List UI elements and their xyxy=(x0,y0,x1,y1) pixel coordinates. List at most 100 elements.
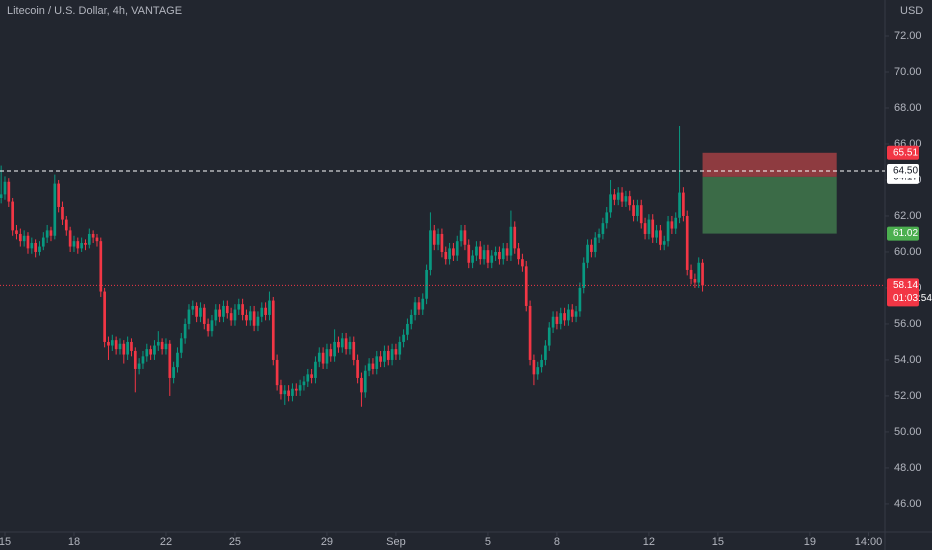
candle-body xyxy=(76,241,80,249)
candle-body xyxy=(64,219,68,231)
candle-body xyxy=(601,223,605,234)
candle-body xyxy=(133,350,137,369)
candle-body xyxy=(99,241,103,292)
candle-body xyxy=(609,194,612,213)
candle-body xyxy=(202,307,206,324)
candle-body xyxy=(195,305,198,317)
candle-body xyxy=(130,341,133,351)
x-tick-label: 29 xyxy=(321,536,333,548)
candle-body xyxy=(555,316,559,324)
candle-body xyxy=(682,192,685,216)
candle-body xyxy=(616,192,620,200)
candle-body xyxy=(114,340,118,350)
candle-body xyxy=(61,206,64,220)
candle-body xyxy=(87,233,91,245)
candle-body xyxy=(386,350,390,360)
countdown-label: 01:03:54 xyxy=(893,293,932,304)
candle-body xyxy=(643,223,647,234)
candle-body xyxy=(570,309,574,317)
candle-body xyxy=(183,323,187,339)
candle-body xyxy=(287,390,290,396)
currency-label: USD xyxy=(900,5,923,17)
candle-body xyxy=(275,359,279,386)
candle-body xyxy=(586,244,589,263)
candle-body xyxy=(218,309,221,317)
candle-body xyxy=(210,320,214,332)
candle-body xyxy=(95,237,99,242)
candle-body xyxy=(544,345,547,360)
x-tick-label: 14:00 xyxy=(855,536,883,548)
candle-body xyxy=(559,313,563,324)
candle-body xyxy=(252,311,256,326)
candle-body xyxy=(421,298,425,310)
candle-body xyxy=(302,381,306,386)
candle-body xyxy=(482,250,486,260)
candle-body xyxy=(390,349,394,360)
x-tick-label: 12 xyxy=(643,536,655,548)
candle-body xyxy=(348,341,352,350)
candle-body xyxy=(321,352,325,364)
stop-zone xyxy=(702,152,837,177)
candle-body xyxy=(337,341,340,348)
x-tick-label: 15 xyxy=(712,536,724,548)
candle-body xyxy=(229,313,233,321)
candle-body xyxy=(38,246,41,252)
candle-body xyxy=(379,356,382,362)
candle-body xyxy=(578,287,582,312)
candle-body xyxy=(563,313,566,321)
candle-body xyxy=(126,341,129,355)
candle-body xyxy=(444,251,448,260)
candle-body xyxy=(582,262,586,288)
candle-body xyxy=(448,248,451,260)
target-zone xyxy=(702,176,837,234)
candle-body xyxy=(283,390,287,395)
candle-body xyxy=(168,343,172,378)
candle-body xyxy=(57,183,60,207)
candle-body xyxy=(344,338,348,350)
candle-body xyxy=(291,388,294,396)
candle-body xyxy=(11,201,14,231)
candle-body xyxy=(413,302,417,315)
price-label-box xyxy=(887,145,919,160)
candle-body xyxy=(176,352,179,368)
candle-body xyxy=(310,374,313,378)
candle-body xyxy=(145,349,149,357)
candle-body xyxy=(191,305,195,310)
y-tick-label: 68.00 xyxy=(894,102,922,114)
y-tick-label: 62.00 xyxy=(894,210,922,222)
candle-body xyxy=(340,338,344,348)
y-tick-label: 54.00 xyxy=(894,354,922,366)
candle-body xyxy=(84,242,87,245)
candle-body xyxy=(110,340,114,346)
candle-body xyxy=(7,181,11,202)
candle-body xyxy=(701,262,704,286)
candle-body xyxy=(574,311,578,317)
chart-title: Litecoin / U.S. Dollar, 4h, VANTAGE xyxy=(7,5,182,17)
candle-body xyxy=(490,255,494,263)
candle-body xyxy=(137,363,141,369)
candle-body xyxy=(156,341,160,346)
candle-body xyxy=(0,194,3,198)
candle-body xyxy=(432,230,436,245)
candle-body xyxy=(678,192,681,218)
candle-body xyxy=(632,205,635,216)
candle-body xyxy=(149,349,152,355)
candle-body xyxy=(567,309,570,321)
candle-body xyxy=(103,291,106,342)
candle-body xyxy=(306,374,310,382)
candle-body xyxy=(597,233,601,238)
candle-body xyxy=(463,230,467,245)
candle-body xyxy=(260,307,264,317)
candle-body xyxy=(394,349,398,355)
candle-body xyxy=(72,241,76,247)
candle-body xyxy=(693,278,697,283)
candle-body xyxy=(402,334,405,342)
candle-body xyxy=(26,235,30,249)
candle-body xyxy=(498,251,501,260)
candle-body xyxy=(314,361,317,378)
candle-body xyxy=(367,363,371,371)
candle-body xyxy=(107,341,110,346)
price-label: 65.51 xyxy=(893,147,918,158)
x-tick-label: 15 xyxy=(0,536,11,548)
